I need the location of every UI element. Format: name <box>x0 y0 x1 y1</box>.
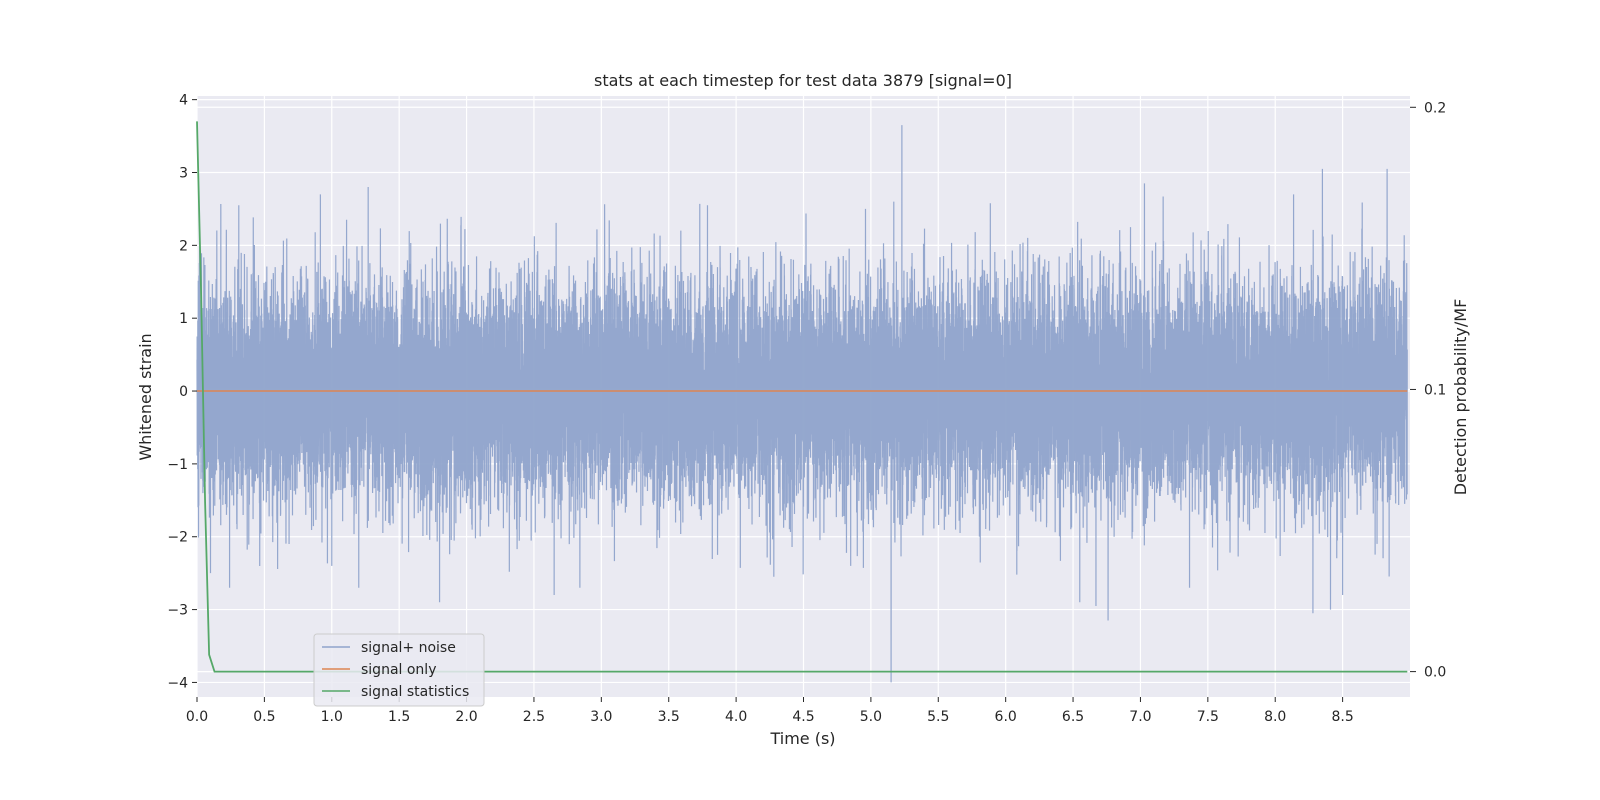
x-tick-label-8: 4.0 <box>725 709 747 725</box>
series-line-signal-noise <box>196 125 1408 683</box>
legend-box <box>313 633 485 707</box>
x-tick-label-5: 2.5 <box>523 709 545 725</box>
x-tick-label-11: 5.5 <box>927 709 949 725</box>
y-axis-label-right: Detection probability/MF <box>1451 299 1470 496</box>
x-tick-label-16: 8.0 <box>1264 709 1286 725</box>
x-tick-label-10: 5.0 <box>860 709 882 725</box>
y-tick-label-0: −4 <box>167 675 188 691</box>
x-tick-label-12: 6.0 <box>995 709 1017 725</box>
y-tick-label-2: −2 <box>167 530 188 546</box>
x-tick-label-15: 7.5 <box>1197 709 1219 725</box>
y-right-tick-label-2: 0.2 <box>1424 100 1446 116</box>
y-tick-label-5: 1 <box>179 311 188 327</box>
y-axis-left: −4 −3 −2 −1 0 1 2 3 4 <box>167 93 197 691</box>
x-tick-label-14: 7.0 <box>1129 709 1151 725</box>
legend-label-signal-noise: signal+ noise <box>361 640 456 656</box>
legend: signal+ noise signal only signal statist… <box>313 633 485 707</box>
x-tick-label-9: 4.5 <box>792 709 814 725</box>
y-right-tick-label-0: 0.0 <box>1424 665 1446 681</box>
x-tick-label-3: 1.5 <box>388 709 410 725</box>
y-axis-label: Whitened strain <box>136 333 155 460</box>
y-axis-right: 0.0 0.1 0.2 <box>1410 100 1446 681</box>
signal-noise-series <box>196 125 1408 683</box>
x-tick-label-17: 8.5 <box>1331 709 1353 725</box>
x-tick-label-13: 6.5 <box>1062 709 1084 725</box>
x-tick-label-0: 0.0 <box>186 709 208 725</box>
x-tick-label-1: 0.5 <box>253 709 275 725</box>
x-tick-label-7: 3.5 <box>658 709 680 725</box>
y-tick-label-7: 3 <box>179 165 188 181</box>
y-right-tick-label-1: 0.1 <box>1424 382 1446 398</box>
x-tick-label-6: 3.0 <box>590 709 612 725</box>
x-tick-label-2: 1.0 <box>321 709 343 725</box>
y-tick-label-3: −1 <box>167 457 188 473</box>
x-axis: 0.0 0.5 1.0 1.5 2.0 2.5 3.0 3.5 4.0 4.5 5.0 5.5 6.0 6… <box>186 697 1354 725</box>
chart-title: stats at each timestep for test data 387… <box>594 71 1012 90</box>
y-tick-label-6: 2 <box>179 238 188 254</box>
x-axis-label: Time (s) <box>769 729 835 748</box>
legend-label-signal-only: signal only <box>361 662 436 678</box>
x-tick-label-4: 2.0 <box>455 709 477 725</box>
y-tick-label-1: −3 <box>167 603 188 619</box>
legend-label-signal-statistics: signal statistics <box>361 684 469 700</box>
y-tick-label-4: 0 <box>179 384 188 400</box>
y-tick-label-8: 4 <box>179 93 188 109</box>
